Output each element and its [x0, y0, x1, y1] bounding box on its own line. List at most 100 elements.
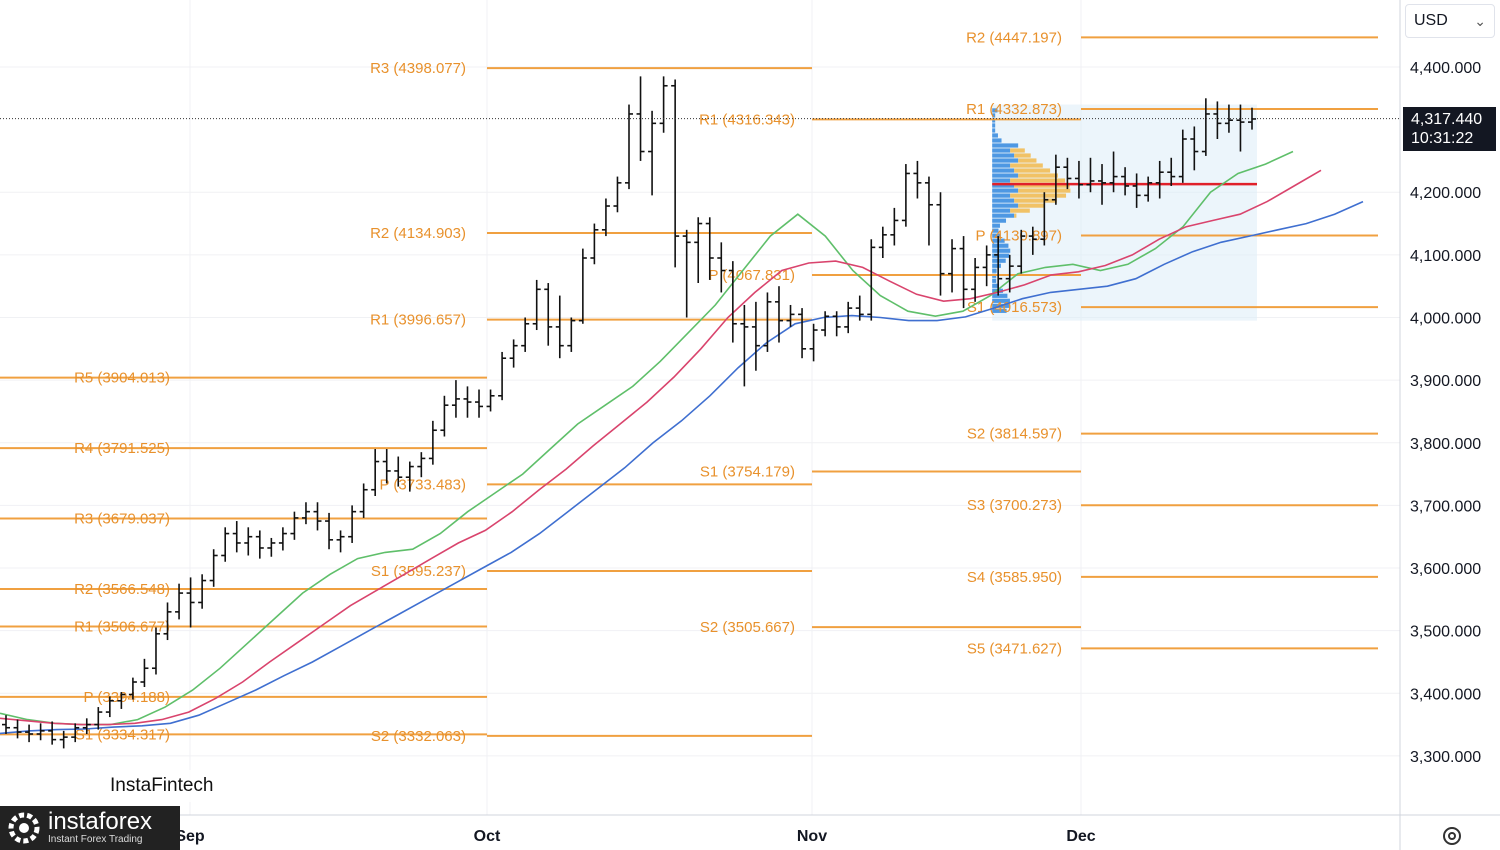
- volume-profile-bar: [992, 138, 1002, 143]
- ohlc-bar: [1190, 126, 1199, 171]
- ohlc-bar: [13, 719, 22, 739]
- y-tick-label: 3,700.000: [1410, 498, 1481, 515]
- moving-average-line: [0, 150, 1294, 726]
- pivot-level-label: R1 (3506.677): [74, 618, 170, 635]
- ohlc-bar: [440, 395, 449, 437]
- ohlc-bar: [786, 304, 795, 327]
- volume-profile-bar: [992, 223, 1000, 228]
- ohlc-bar: [1224, 104, 1233, 133]
- ohlc-bar: [948, 239, 957, 293]
- ohlc-bar: [694, 217, 703, 284]
- chart-brand-watermark: InstaFintech: [102, 770, 226, 802]
- pivot-level-label: S1 (4016.573): [967, 299, 1062, 316]
- ohlc-bar: [94, 707, 103, 730]
- volume-profile-bar: [992, 218, 1007, 223]
- instaforex-logo: instaforex Instant Forex Trading: [0, 806, 180, 850]
- ohlc-bar: [48, 721, 57, 745]
- volume-profile-bar: [992, 228, 999, 233]
- volume-profile-bar: [1010, 178, 1066, 183]
- ohlc-bar: [313, 502, 322, 531]
- ohlc-bar: [728, 261, 737, 343]
- ohlc-bar: [1074, 160, 1083, 199]
- ohlc-bar: [163, 602, 172, 641]
- ohlc-bar: [1017, 229, 1026, 274]
- volume-profile-bar: [992, 163, 1011, 168]
- volume-profile-bar: [992, 253, 1010, 258]
- ohlc-bar: [267, 537, 276, 557]
- ohlc-bar: [636, 76, 645, 161]
- ohlc-bar: [348, 505, 357, 543]
- ohlc-bar: [1098, 164, 1107, 205]
- volume-profile-bar: [1010, 148, 1025, 153]
- ohlc-bar: [221, 527, 230, 562]
- volume-profile-bar: [1010, 193, 1067, 198]
- pivot-level-label: R3 (3679.037): [74, 511, 170, 528]
- volume-profile-bar: [992, 178, 1011, 183]
- ohlc-bar: [590, 223, 599, 265]
- volume-profile-bar: [992, 158, 1019, 163]
- ohlc-bar: [751, 301, 760, 371]
- currency-dropdown[interactable]: USD ⌄: [1405, 4, 1495, 38]
- volume-profile-bar: [1018, 173, 1058, 178]
- ohlc-bar: [1040, 192, 1049, 246]
- ohlc-bar: [1086, 157, 1095, 193]
- y-tick-label: 3,800.000: [1410, 436, 1481, 453]
- moving-average-line: [0, 169, 1322, 726]
- ohlc-bar: [774, 286, 783, 343]
- ohlc-bar: [175, 583, 184, 620]
- ohlc-bar: [798, 308, 807, 359]
- ohlc-bar: [717, 242, 726, 293]
- volume-profile-bar: [992, 148, 1011, 153]
- ohlc-bar: [290, 511, 299, 540]
- volume-profile-bar: [992, 183, 1015, 188]
- ohlc-bar: [255, 530, 264, 559]
- ohlc-bar: [682, 229, 691, 318]
- x-tick-label: Nov: [797, 828, 827, 845]
- volume-profile-bar: [992, 248, 1011, 253]
- settings-icon[interactable]: [1440, 824, 1464, 848]
- ohlc-bar: [601, 198, 610, 237]
- ohlc-bar: [336, 530, 345, 553]
- ohlc-bar: [232, 521, 241, 553]
- current-price-value: 4,317.440: [1411, 111, 1483, 128]
- pivot-level-label: R2 (4134.903): [370, 225, 466, 242]
- volume-profile-bar: [992, 268, 997, 273]
- ohlc-bar: [278, 527, 287, 551]
- volume-profile-bar: [992, 198, 1015, 203]
- pivot-level-label: S5 (3471.627): [967, 640, 1062, 657]
- ohlc-bar: [428, 420, 437, 465]
- ohlc-bar: [821, 311, 830, 337]
- ohlc-bar: [1178, 129, 1187, 183]
- ohlc-bar: [648, 110, 657, 196]
- y-tick-label: 3,900.000: [1410, 373, 1481, 390]
- volume-profile-bar: [992, 123, 996, 128]
- logo-text: instaforex: [48, 808, 153, 835]
- ohlc-bar: [913, 160, 922, 199]
- ohlc-bar: [555, 295, 564, 359]
- ohlc-bar: [151, 627, 160, 675]
- volume-profile-bar: [992, 213, 1015, 218]
- ohlc-bar: [475, 389, 484, 418]
- chart-brand-text: InstaFintech: [110, 775, 214, 796]
- ohlc-bar: [140, 658, 149, 688]
- y-tick-label: 4,200.000: [1410, 185, 1481, 202]
- volume-profile-bar: [992, 113, 996, 118]
- pivot-level-label: R2 (4447.197): [966, 29, 1062, 46]
- volume-profile-bar: [1010, 163, 1043, 168]
- volume-profile-bar: [992, 128, 996, 133]
- volume-profile-bar: [992, 168, 1015, 173]
- ohlc-bar: [740, 304, 749, 387]
- volume-profile-bar: [992, 153, 1015, 158]
- ohlc-bar: [924, 176, 933, 246]
- volume-profile-bar: [1010, 208, 1030, 213]
- ohlc-bar: [763, 292, 772, 352]
- ohlc-bar: [959, 236, 968, 309]
- ohlc-bar: [463, 386, 472, 418]
- ohlc-bar: [705, 217, 714, 280]
- volume-profile-bar: [1014, 213, 1017, 218]
- y-tick-label: 4,000.000: [1410, 311, 1481, 328]
- ohlc-bar: [325, 512, 334, 550]
- ohlc-bar: [371, 449, 380, 496]
